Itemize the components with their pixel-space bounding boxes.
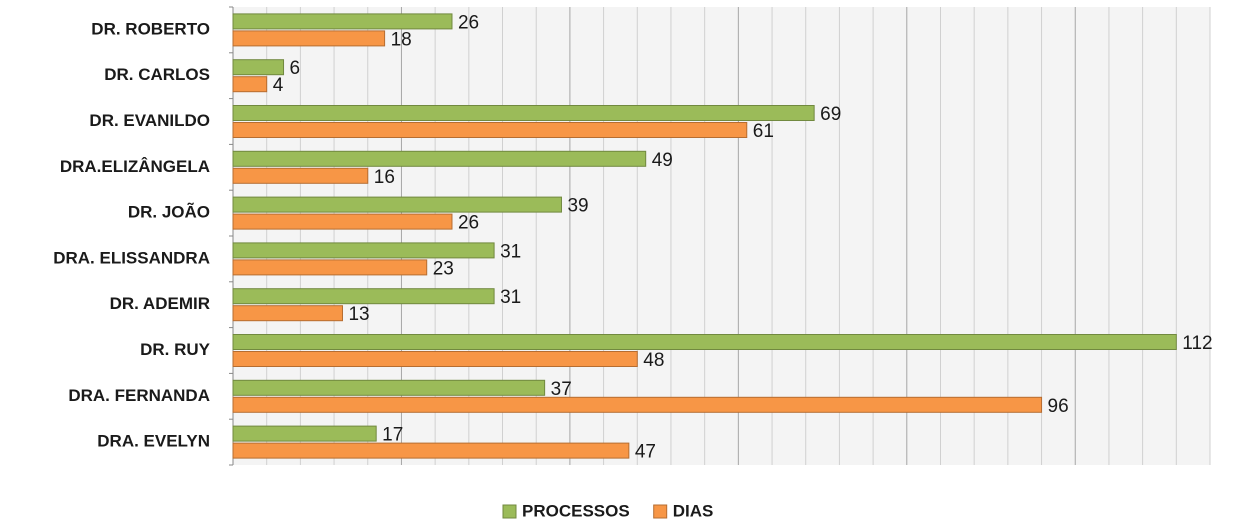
value-label: 26 [458,213,479,234]
value-label: 18 [391,29,412,50]
bar [232,288,495,305]
category-label: DRA. FERNANDA [68,386,210,405]
bar [232,150,647,167]
legend: PROCESSOS DIAS [502,501,714,520]
bar [232,351,638,367]
value-label: 16 [374,167,395,188]
bar [232,167,369,184]
value-label: 96 [1048,396,1069,417]
bar [232,105,815,121]
bar [232,396,1043,413]
bar [232,13,453,30]
category-label: DR. CARLOS [104,65,210,84]
bar [232,242,495,259]
legend-label: PROCESSOS [522,501,630,520]
value-label: 31 [500,241,521,262]
category-label: DR. ADEMIR [110,294,210,313]
category-label: DRA. ELISSANDRA [53,248,210,267]
value-label: 31 [500,287,521,308]
category-label: DR. EVANILDO [89,111,210,130]
value-label: 49 [652,150,673,171]
value-label: 4 [273,75,284,96]
value-label: 13 [348,304,369,325]
category-label: DR. ROBERTO [91,19,210,38]
bar [232,59,285,76]
value-label: 23 [433,258,454,279]
category-label: DRA. EVELYN [97,432,210,451]
bar [232,334,1177,350]
bar [232,425,377,442]
bar [232,213,453,230]
value-label: 17 [382,425,403,446]
value-label: 47 [635,442,656,463]
bar [232,30,386,47]
value-label: 37 [551,379,572,400]
value-label: 69 [820,104,841,125]
category-label: DRA.ELIZÂNGELA [60,157,210,176]
bar [232,259,428,276]
legend-swatch [502,504,517,519]
bar [232,305,343,322]
value-label: 48 [643,350,664,371]
value-label: 39 [567,196,588,217]
bar [232,442,630,459]
value-label: 26 [458,12,479,33]
bar [232,196,562,213]
value-label: 6 [290,58,301,79]
bar [232,122,748,138]
value-label: 112 [1182,333,1212,354]
value-label: 61 [753,121,774,142]
category-label: DR. JOÃO [128,202,210,222]
legend-swatch [653,504,668,519]
bar [232,76,268,93]
bar [232,379,546,396]
legend-label: DIAS [673,501,714,520]
category-label: DR. RUY [140,340,211,359]
